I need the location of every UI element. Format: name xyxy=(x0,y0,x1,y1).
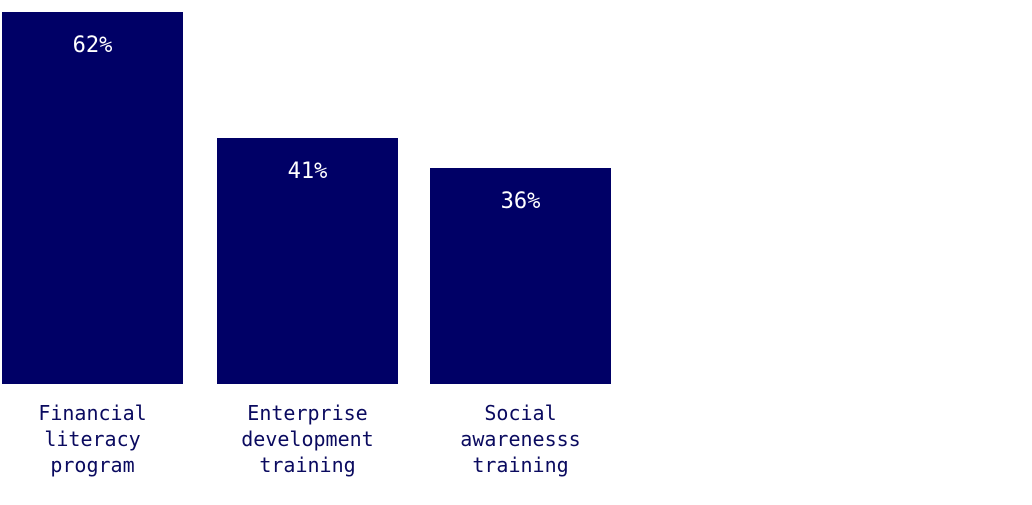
bar-0 xyxy=(2,12,183,384)
category-label-2-line-0: Social xyxy=(484,401,556,425)
category-label-0-line-0: Financial xyxy=(38,401,146,425)
bar-2 xyxy=(430,168,611,384)
category-label-2-line-1: awarenesss xyxy=(460,427,580,451)
category-label-0-line-2: program xyxy=(50,453,134,477)
category-label-2-line-2: training xyxy=(472,453,568,477)
bars-group xyxy=(2,12,611,384)
category-label-0-line-1: literacy xyxy=(44,427,140,451)
bar-value-label-2: 36% xyxy=(501,189,541,214)
category-label-1-line-1: development xyxy=(241,427,373,451)
bar-value-label-1: 41% xyxy=(288,159,328,184)
category-label-1-line-0: Enterprise xyxy=(247,401,367,425)
value-labels-group: 62% 41% 36% xyxy=(73,33,541,214)
category-label-1-line-2: training xyxy=(259,453,355,477)
bar-value-label-0: 62% xyxy=(73,33,113,58)
bar-1 xyxy=(217,138,398,384)
